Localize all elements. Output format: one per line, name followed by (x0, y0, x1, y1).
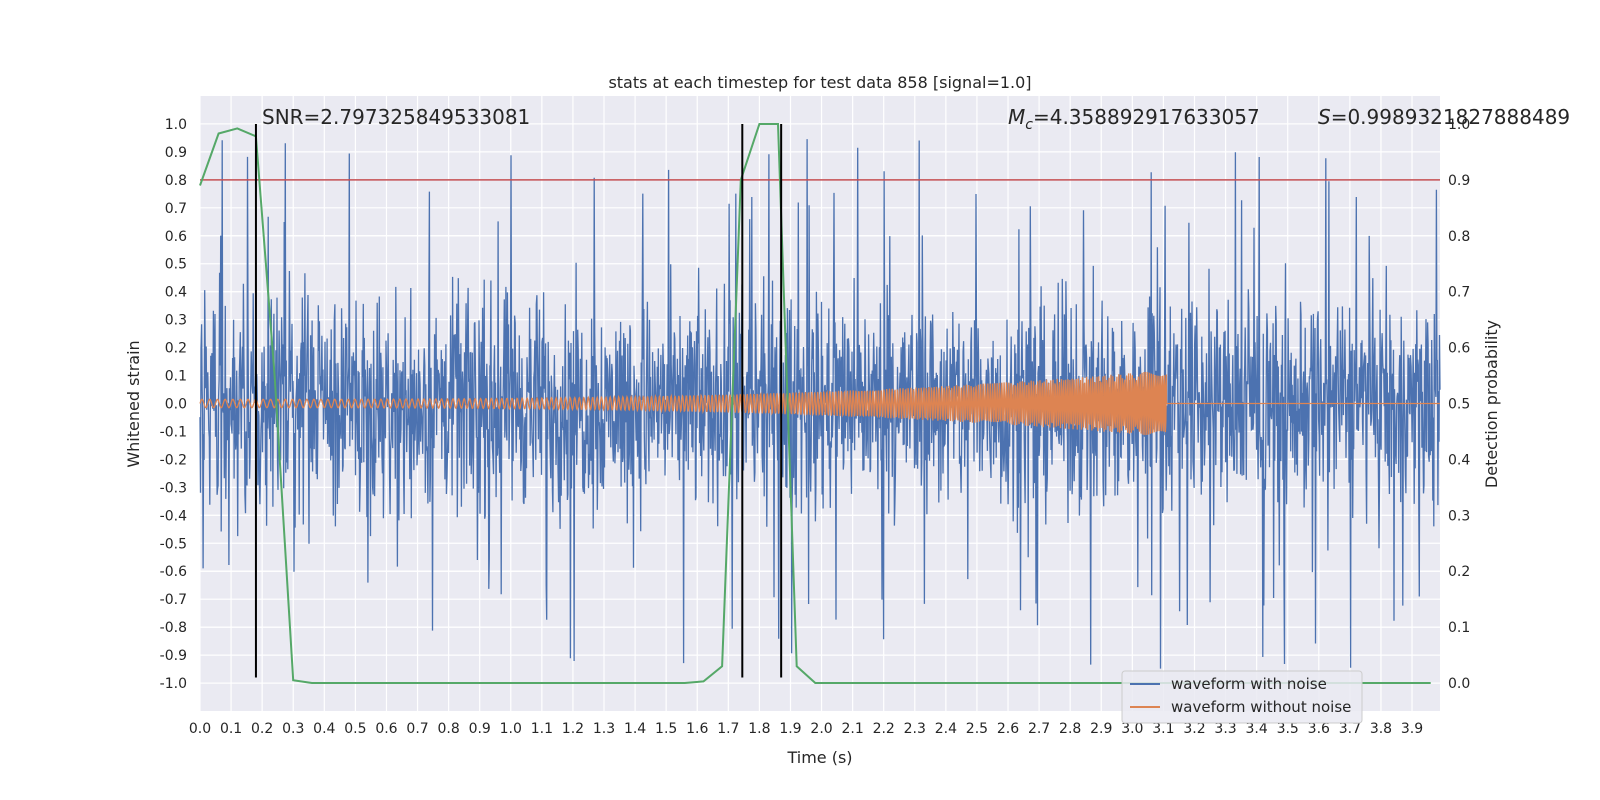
x-tick-label: 2.3 (904, 721, 926, 737)
y2-tick-label: 0.6 (1448, 341, 1470, 357)
y2-tick-label: 0.1 (1448, 620, 1470, 636)
y2-tick-label: 0.3 (1448, 508, 1470, 524)
y-tick-label: -0.3 (160, 480, 187, 496)
y-tick-label: 0.0 (165, 397, 187, 413)
y2-tick-label: 0.5 (1448, 397, 1470, 413)
x-tick-label: 0.7 (406, 721, 428, 737)
y-tick-label: 0.6 (165, 229, 187, 245)
legend: waveform with noise waveform without noi… (1121, 670, 1363, 724)
y2-axis-label: Detection probability (1482, 320, 1501, 488)
y2-tick-label: 0.9 (1448, 173, 1470, 189)
y-tick-label: -1.0 (160, 676, 187, 692)
x-tick-label: 2.0 (810, 721, 832, 737)
x-tick-label: 1.8 (748, 721, 770, 737)
y-tick-label: 1.0 (165, 117, 187, 133)
s-annotation: S=0.9989321827888489 (1318, 105, 1570, 129)
x-tick-label: 1.7 (717, 721, 739, 737)
chirp-mass-symbol: M (1008, 105, 1025, 129)
y-tick-label: -0.6 (160, 564, 187, 580)
x-tick-label: 3.5 (1277, 721, 1299, 737)
x-tick-label: 0.1 (220, 721, 242, 737)
x-tick-label: 2.6 (997, 721, 1019, 737)
x-tick-label: 0.9 (469, 721, 491, 737)
y2-tick-label: 1.0 (1448, 117, 1470, 133)
y-tick-label: 0.5 (165, 257, 187, 273)
x-tick-label: 1.1 (531, 721, 553, 737)
legend-label-noise: waveform with noise (1171, 675, 1327, 693)
series-layer (199, 123, 1441, 684)
y2-tick-label: 0.0 (1448, 676, 1470, 692)
x-tick-label: 1.9 (779, 721, 801, 737)
s-symbol: S (1318, 105, 1331, 129)
y2-tick-label: 0.7 (1448, 285, 1470, 301)
chirp-mass-annotation: Mc=4.358892917633057 (1008, 105, 1260, 133)
y-tick-label: -0.4 (160, 508, 187, 524)
chart-title: stats at each timestep for test data 858… (608, 73, 1031, 92)
y2-tick-labels: 1.0 0.9 0.8 0.7 0.6 0.5 0.4 0.3 0.2 0.1 0.0 (1448, 117, 1470, 692)
x-tick-label: 1.5 (655, 721, 677, 737)
y-axis-label: Whitened strain (124, 340, 143, 467)
y2-tick-label: 0.8 (1448, 229, 1470, 245)
x-tick-label: 2.8 (1059, 721, 1081, 737)
y2-tick-label: 0.2 (1448, 564, 1470, 580)
y-tick-label: -0.8 (160, 620, 187, 636)
y-tick-label: -0.7 (160, 592, 187, 608)
x-tick-label: 0.4 (313, 721, 335, 737)
series-waveform-without-noise (199, 371, 1440, 436)
x-tick-label: 0.0 (189, 721, 211, 737)
y-tick-label: 0.3 (165, 313, 187, 329)
x-tick-label: 1.0 (500, 721, 522, 737)
x-tick-label: 1.4 (624, 721, 646, 737)
x-tick-label: 1.2 (562, 721, 584, 737)
x-tick-label: 0.8 (437, 721, 459, 737)
x-tick-label: 3.3 (1214, 721, 1236, 737)
x-tick-label: 2.5 (966, 721, 988, 737)
legend-label-clean: waveform without noise (1171, 698, 1351, 716)
x-tick-label: 3.8 (1370, 721, 1392, 737)
x-tick-label: 2.2 (873, 721, 895, 737)
y-tick-label: 0.2 (165, 341, 187, 357)
y-tick-label: -0.1 (160, 424, 187, 440)
y-tick-label: -0.2 (160, 452, 187, 468)
y-tick-label: 0.9 (165, 145, 187, 161)
y-tick-label: 0.4 (165, 285, 187, 301)
y2-tick-label: 0.4 (1448, 452, 1470, 468)
y-tick-label: -0.5 (160, 536, 187, 552)
y-tick-labels: 1.0 0.9 0.8 0.7 0.6 0.5 0.4 0.3 0.2 0.1 0.0 -0.1 -0.… (160, 117, 187, 692)
x-tick-label: 1.3 (593, 721, 615, 737)
x-tick-label: 0.6 (375, 721, 397, 737)
x-tick-label: 3.0 (1121, 721, 1143, 737)
x-axis-label: Time (s) (786, 748, 852, 767)
x-tick-label: 3.6 (1308, 721, 1330, 737)
x-tick-label: 3.4 (1246, 721, 1268, 737)
x-tick-label: 3.2 (1183, 721, 1205, 737)
x-tick-label: 0.5 (344, 721, 366, 737)
chirp-mass-subscript: c (1025, 117, 1033, 133)
x-tick-label: 2.7 (1028, 721, 1050, 737)
x-tick-label: 2.4 (935, 721, 957, 737)
x-tick-label: 3.7 (1339, 721, 1361, 737)
chirp-mass-value: =4.358892917633057 (1033, 105, 1260, 129)
legend-box (1121, 670, 1363, 724)
x-tick-label: 3.9 (1401, 721, 1423, 737)
s-value: =0.9989321827888489 (1331, 105, 1570, 129)
y-tick-label: -0.9 (160, 648, 187, 664)
series-detection-probability (199, 123, 1431, 684)
y-tick-label: 0.1 (165, 369, 187, 385)
x-tick-label: 2.1 (841, 721, 863, 737)
x-tick-label: 2.9 (1090, 721, 1112, 737)
x-tick-label: 0.3 (282, 721, 304, 737)
x-tick-labels: 0.0 0.1 0.2 0.3 0.4 0.5 0.6 0.7 0.8 0.9 1.0 1.1 1.2 1… (189, 721, 1423, 737)
y-tick-label: 0.7 (165, 201, 187, 217)
snr-annotation: SNR=2.797325849533081 (262, 105, 530, 129)
x-tick-label: 1.6 (686, 721, 708, 737)
x-tick-label: 3.1 (1152, 721, 1174, 737)
x-tick-label: 0.2 (251, 721, 273, 737)
y-tick-label: 0.8 (165, 173, 187, 189)
